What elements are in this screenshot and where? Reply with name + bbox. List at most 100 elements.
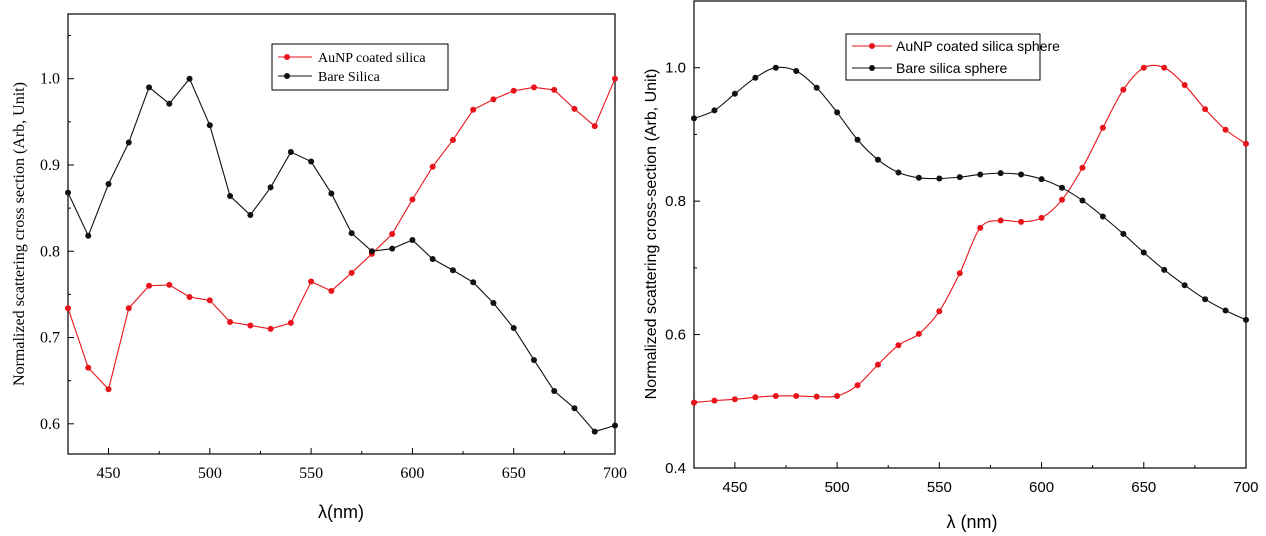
- right-data-point-0: [875, 361, 881, 368]
- right-x-tick-label: 600: [1029, 479, 1054, 496]
- left-y-tick-label: 0.6: [40, 416, 60, 433]
- right-data-point-1: [711, 107, 718, 114]
- left-series-line-0: [67, 78, 616, 391]
- left-legend-box: [271, 43, 449, 91]
- right-data-point-1: [834, 109, 841, 116]
- left-y-tick-label: 1.0: [40, 71, 60, 88]
- right-x-tick-label: 650: [1131, 479, 1156, 496]
- right-series-line-0: [693, 64, 1247, 404]
- left-legend-swatch-marker-0: [284, 54, 290, 60]
- left-data-point-0: [490, 96, 497, 103]
- left-x-tick-label: 450: [97, 465, 121, 482]
- right-chart: 450 500 550 600 650 700 0.4 0.6 0.8 1.0 AuNP coa…: [643, 0, 1259, 532]
- right-x-tick-label: 550: [927, 479, 952, 496]
- left-data-point-1: [227, 193, 234, 200]
- left-data-point-1: [530, 356, 537, 363]
- right-data-point-0: [813, 393, 820, 400]
- right-data-point-0: [997, 217, 1004, 224]
- right-y-tick-label: 0.8: [665, 193, 686, 210]
- left-legend-label-0: AuNP coated silica: [318, 51, 426, 66]
- right-series-line-1: [693, 66, 1247, 321]
- right-data-point-0: [731, 396, 738, 403]
- right-data-point-1: [977, 171, 984, 178]
- right-x-tick-label: 500: [825, 479, 850, 496]
- left-x-tick-label: 650: [502, 465, 526, 482]
- left-data-point-0: [247, 322, 254, 329]
- left-data-point-1: [105, 180, 112, 187]
- right-x-axis-label: λ (nm): [947, 512, 998, 532]
- left-x-ticks: 450 500 550 600 650 700: [97, 448, 627, 482]
- right-data-point-1: [1140, 249, 1147, 256]
- left-data-point-1: [65, 189, 71, 196]
- left-data-point-0: [308, 278, 315, 285]
- right-data-point-0: [711, 397, 718, 404]
- left-data-point-1: [389, 245, 396, 252]
- right-data-point-1: [1243, 316, 1249, 323]
- right-data-point-1: [1222, 307, 1229, 314]
- right-data-point-1: [915, 174, 922, 181]
- left-data-point-0: [470, 106, 477, 113]
- left-data-point-1: [247, 212, 254, 219]
- right-series-points: [691, 64, 1249, 406]
- right-data-point-0: [691, 399, 697, 406]
- left-series-points: [65, 75, 618, 435]
- left-data-point-1: [85, 232, 92, 239]
- right-y-tick-label: 0.6: [665, 327, 686, 344]
- right-data-point-0: [1140, 64, 1147, 71]
- left-data-point-0: [227, 319, 234, 325]
- left-y-tick-label: 0.8: [40, 243, 60, 260]
- left-x-tick-label: 600: [400, 465, 424, 482]
- left-data-point-1: [267, 184, 274, 191]
- left-data-point-1: [206, 122, 213, 129]
- left-data-point-1: [612, 422, 618, 429]
- right-data-point-0: [1181, 82, 1188, 89]
- right-data-point-0: [1120, 86, 1127, 93]
- right-data-point-0: [854, 382, 861, 389]
- left-data-point-1: [287, 149, 294, 156]
- right-data-point-1: [895, 169, 902, 176]
- right-data-point-1: [936, 175, 943, 182]
- left-data-point-0: [105, 386, 112, 393]
- left-data-point-0: [206, 297, 213, 304]
- left-data-point-0: [612, 75, 618, 82]
- left-x-tick-label: 500: [198, 465, 222, 482]
- left-x-axis-label: λ(nm): [318, 502, 364, 522]
- left-y-axis-label: Normalized scattering cross section (Arb…: [11, 82, 28, 386]
- right-y-axis-label: Normalized scattering cross-section (Arb…: [643, 69, 660, 400]
- right-data-point-1: [691, 115, 697, 122]
- left-data-point-1: [571, 405, 578, 412]
- right-data-point-0: [1243, 140, 1249, 147]
- right-data-point-0: [915, 330, 922, 337]
- left-legend-label-1: Bare Silica: [318, 70, 381, 85]
- right-data-point-0: [1059, 196, 1065, 203]
- left-series-line-1: [67, 77, 616, 433]
- right-data-point-1: [875, 156, 881, 163]
- right-plot-frame: [693, 0, 1247, 469]
- right-data-point-0: [977, 224, 984, 231]
- right-series-lines: [693, 64, 1247, 404]
- left-data-point-1: [328, 190, 335, 197]
- left-y-tick-label: 0.7: [40, 330, 60, 347]
- right-data-point-1: [1079, 197, 1086, 204]
- left-y-tick-label: 0.9: [40, 157, 60, 174]
- left-data-point-0: [530, 84, 537, 91]
- left-data-point-1: [308, 158, 315, 165]
- left-data-point-1: [490, 300, 497, 307]
- left-data-point-0: [166, 281, 173, 288]
- left-data-point-1: [449, 267, 456, 274]
- right-data-point-1: [1099, 213, 1106, 220]
- left-data-point-0: [551, 86, 558, 93]
- right-data-point-0: [1161, 64, 1168, 71]
- left-plot-frame: [67, 13, 616, 455]
- left-data-point-0: [449, 136, 456, 143]
- right-data-point-1: [731, 90, 738, 97]
- left-data-point-1: [429, 256, 436, 263]
- right-legend-label-0: AuNP coated silica sphere: [896, 38, 1060, 54]
- left-data-point-0: [146, 282, 153, 289]
- right-data-point-0: [1202, 106, 1209, 113]
- right-data-point-1: [813, 84, 820, 91]
- left-series-lines: [67, 77, 616, 433]
- left-data-point-1: [146, 84, 153, 91]
- right-data-point-1: [1202, 296, 1209, 303]
